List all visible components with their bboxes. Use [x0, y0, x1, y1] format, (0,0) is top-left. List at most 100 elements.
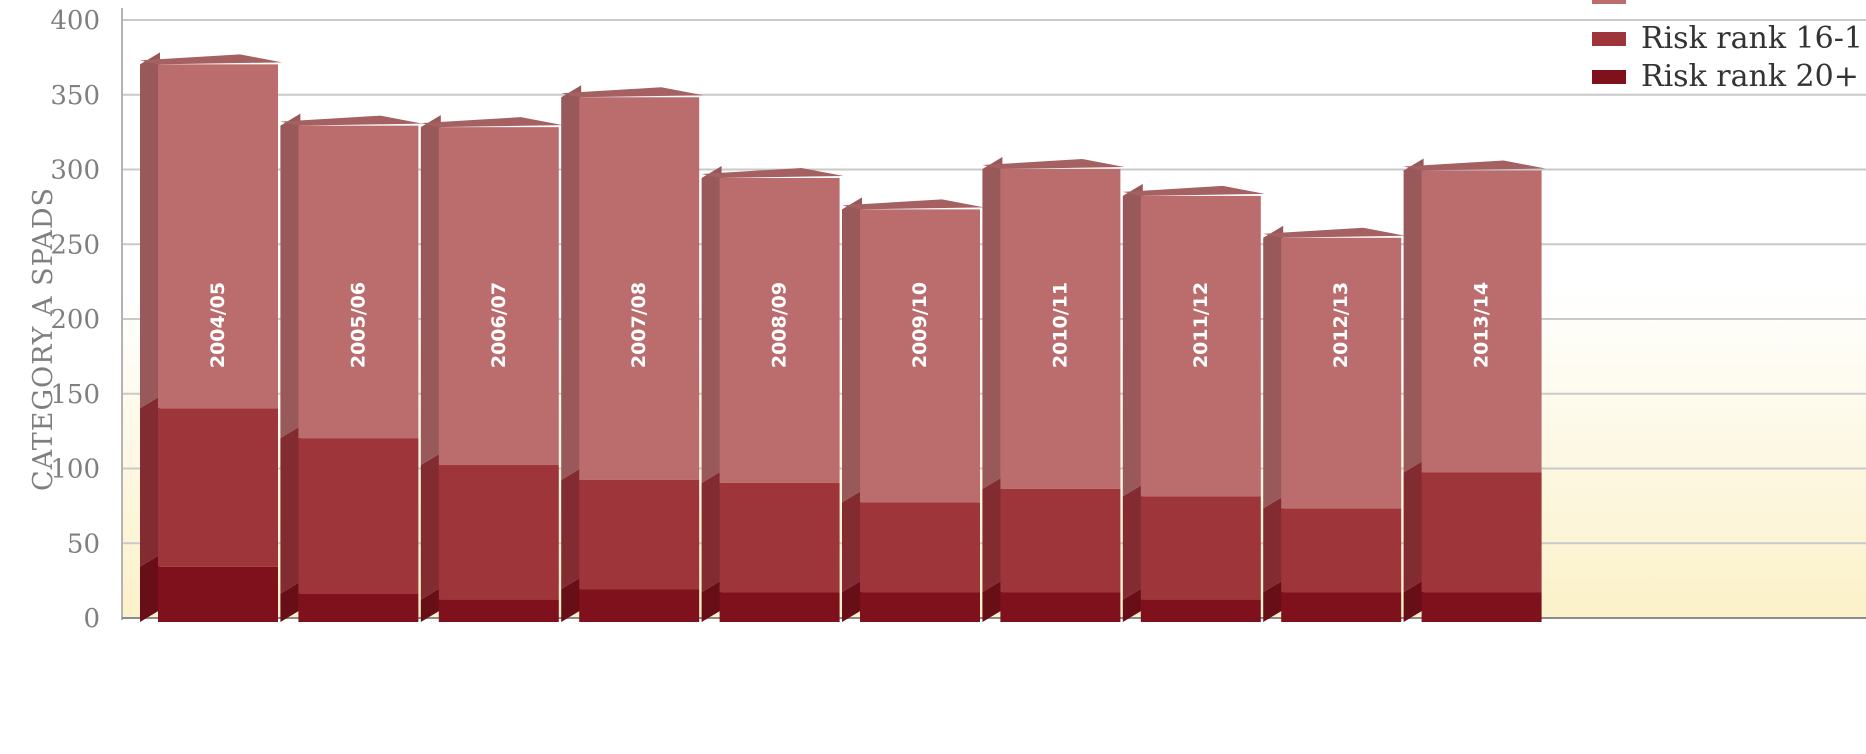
category-label: 2009/10	[909, 282, 931, 368]
legend-swatch	[1592, 0, 1626, 4]
y-tick-label: 350	[50, 81, 100, 111]
y-tick-label: 250	[50, 230, 100, 260]
bar-side-segment	[280, 426, 301, 594]
y-axis-title: CATEGORY A SPADS	[28, 187, 59, 491]
bar-segment	[719, 177, 840, 483]
bar-side-segment	[982, 157, 1003, 489]
y-tick-label: 150	[50, 380, 100, 410]
y-tick-label: 50	[67, 529, 100, 559]
bar-side-segment	[1122, 183, 1143, 497]
bar-side-segment	[842, 197, 862, 503]
bar-group-2010-11: 2010/11	[982, 157, 1125, 622]
y-tick-label: 100	[50, 455, 100, 485]
bar-segment	[1281, 237, 1402, 509]
bar-group-2009-10: 2009/10	[842, 197, 984, 622]
bar-group-2008-09: 2008/09	[701, 165, 844, 622]
bar-top-face	[1263, 227, 1406, 238]
bar-top-face	[1122, 185, 1265, 196]
bar-side-segment	[701, 165, 722, 483]
bar-side-segment	[1263, 225, 1284, 509]
bar-side-segment	[982, 580, 1003, 622]
bar-group-2005-06: 2005/06	[280, 113, 423, 622]
category-label: 2004/05	[207, 282, 229, 368]
bar-segment	[158, 566, 278, 622]
bar-segment	[719, 592, 840, 622]
bar-segment	[1281, 508, 1402, 593]
y-tick-label: 400	[50, 6, 100, 36]
bar-top-face	[420, 117, 563, 128]
bar-top-face	[982, 159, 1125, 170]
bar-segment	[158, 64, 278, 409]
bar-side-segment	[561, 577, 582, 622]
category-label: 2005/06	[347, 282, 369, 368]
bar-segment	[1000, 169, 1121, 489]
legend-label: Risk rank 20+	[1641, 59, 1859, 94]
bar-side-segment	[420, 453, 441, 600]
bar-group-2012-13: 2012/13	[1263, 225, 1406, 622]
bar-side-segment	[1122, 587, 1143, 622]
bar-side-segment	[280, 581, 301, 622]
bar-top-face	[1403, 160, 1546, 171]
bar-side-segment	[561, 467, 582, 590]
bar-side-segment	[842, 490, 862, 593]
legend-label: Risk rank 16-1	[1641, 21, 1863, 56]
bar-side-segment	[420, 115, 441, 466]
bar-top-face	[140, 54, 282, 65]
bar-segment	[1281, 592, 1402, 622]
bar-side-segment	[842, 580, 862, 622]
y-tick-label: 300	[50, 156, 100, 186]
bar-side-segment	[561, 85, 582, 480]
bar-segment	[1000, 592, 1121, 622]
category-label: 2011/12	[1190, 282, 1212, 368]
bar-side-segment	[140, 52, 160, 409]
bar-side-segment	[420, 587, 441, 622]
bar-top-face	[701, 167, 844, 178]
bar-top-face	[561, 87, 704, 98]
bar-side-segment	[1403, 158, 1424, 473]
legend-swatch	[1592, 32, 1626, 46]
legend-swatch	[1592, 70, 1626, 84]
bar-segment	[579, 589, 700, 622]
category-label: 2013/14	[1471, 282, 1493, 368]
category-label: 2008/09	[769, 282, 791, 368]
bar-segment	[1000, 488, 1121, 593]
bar-group-2006-07: 2006/07	[420, 115, 563, 622]
bar-segment	[298, 593, 419, 622]
bar-top-face	[280, 115, 423, 126]
bar-segment	[860, 502, 980, 593]
bar-group-2007-08: 2007/08	[561, 85, 704, 622]
bar-side-segment	[1263, 496, 1284, 593]
bar-side-segment	[1403, 580, 1424, 622]
bar-segment	[1140, 599, 1261, 622]
y-tick-label: 0	[83, 604, 100, 634]
bar-segment	[298, 125, 419, 439]
bar-side-segment	[1263, 580, 1284, 622]
bar-side-segment	[280, 113, 301, 439]
bar-side-segment	[701, 580, 722, 622]
bar-side-segment	[701, 470, 722, 593]
bar-segment	[860, 592, 980, 622]
bar-segment	[298, 438, 419, 594]
bar-segment	[860, 209, 980, 503]
bar-segment	[1140, 496, 1261, 600]
bar-segment	[1421, 170, 1542, 473]
bar-top-face	[842, 199, 984, 210]
bar-group-2011-12: 2011/12	[1122, 183, 1265, 622]
bar-segment	[1421, 472, 1542, 593]
bar-segment	[1421, 592, 1542, 622]
bar-group-2013-14: 2013/14	[1403, 158, 1546, 622]
bar-segment	[719, 482, 840, 593]
category-label: 2010/11	[1049, 282, 1071, 368]
bar-segment	[579, 97, 700, 480]
bar-group-2004-05: 2004/05	[140, 52, 282, 622]
category-label: 2006/07	[488, 282, 510, 368]
bar-side-segment	[140, 554, 160, 622]
bar-side-segment	[982, 476, 1003, 593]
bar-segment	[438, 599, 559, 622]
category-label: 2007/08	[628, 282, 650, 368]
bar-side-segment	[1122, 484, 1143, 600]
bar-segment	[579, 479, 700, 590]
